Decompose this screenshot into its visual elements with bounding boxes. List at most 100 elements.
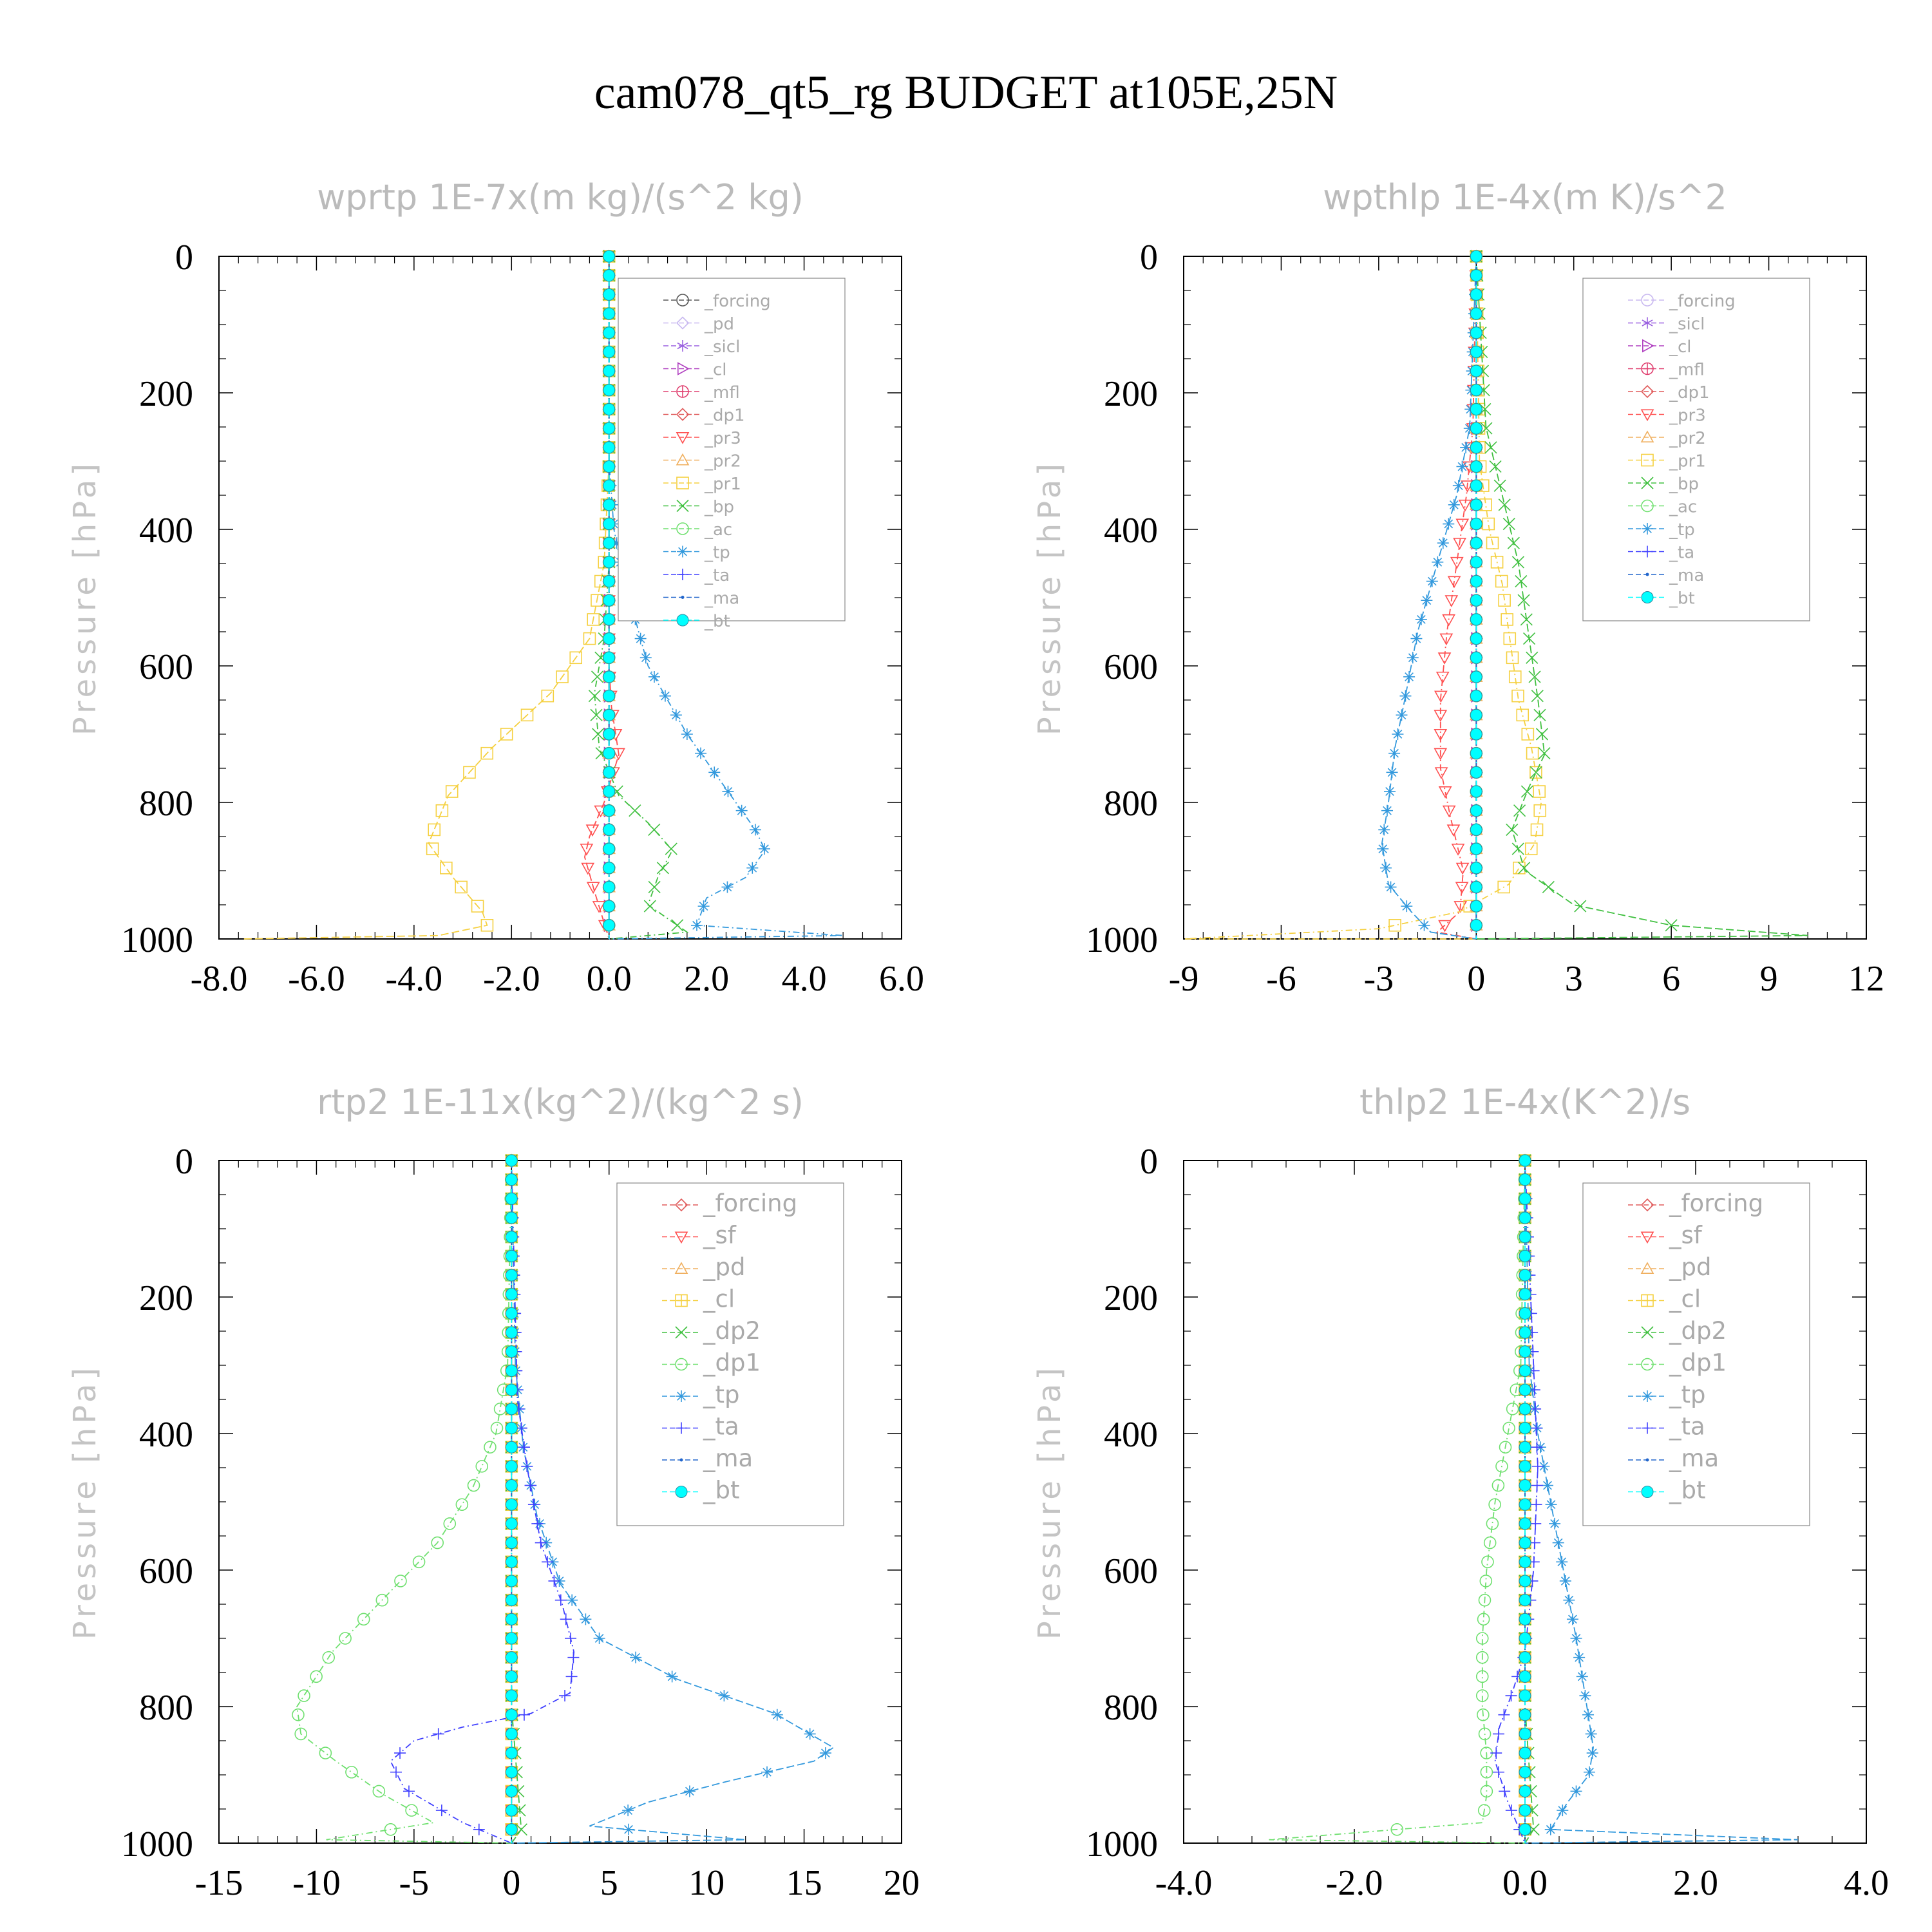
legend-marker [1640, 384, 1654, 399]
legend-label: _forcing [704, 292, 771, 311]
legend-label: _bt [1669, 1477, 1706, 1504]
data-point [428, 823, 441, 837]
legend-label: _pr2 [704, 452, 741, 471]
data-point [590, 708, 603, 721]
data-point [1570, 1633, 1582, 1644]
legend: _forcing _sicl _cl _mfl _dp1 _pr3 _pr2 _pr1 _bp _… [1582, 278, 1810, 621]
data-point [1526, 651, 1539, 664]
data-point [1437, 537, 1449, 549]
data-point [524, 1479, 536, 1492]
legend-item: _dp1 [662, 1349, 761, 1377]
data-point [505, 1345, 518, 1358]
legend-marker [1641, 453, 1654, 467]
legend-label: _mfl [1669, 361, 1705, 380]
data-point [1470, 785, 1482, 798]
data-point [603, 766, 616, 779]
data-point [612, 748, 625, 761]
data-point [505, 1364, 518, 1377]
series-bt [603, 250, 616, 939]
data-point [1470, 365, 1482, 377]
data-point [505, 1307, 518, 1320]
data-point [1488, 1498, 1501, 1511]
legend-marker [1642, 317, 1653, 329]
data-point [1552, 1537, 1564, 1549]
legend-label: _mfl [704, 383, 740, 402]
data-point [541, 689, 554, 703]
data-point [1455, 882, 1469, 895]
data-point [593, 1633, 605, 1644]
data-point [1481, 1555, 1494, 1569]
series-line [1381, 256, 1477, 940]
data-point [505, 1709, 518, 1721]
data-point [1475, 1632, 1489, 1645]
data-point [819, 1747, 831, 1759]
data-point [1506, 823, 1519, 836]
legend-marker [1641, 1358, 1654, 1371]
data-point [1484, 441, 1497, 454]
legend-label: _bt [704, 612, 730, 631]
data-point [505, 1537, 518, 1549]
data-point [1470, 498, 1482, 511]
legend-marker [677, 545, 688, 558]
data-point [1388, 747, 1401, 759]
data-point [298, 1689, 310, 1702]
legend-marker [681, 596, 685, 599]
x-tick-label: 15 [786, 1863, 822, 1903]
data-point [1511, 689, 1524, 703]
data-point [1470, 441, 1482, 454]
legend-item: _sicl [663, 337, 740, 357]
data-point [435, 804, 449, 817]
data-point [603, 518, 616, 531]
data-point [1520, 785, 1533, 798]
data-point [1533, 804, 1547, 817]
data-point [505, 1231, 518, 1244]
legend-item: _ta [1628, 1413, 1705, 1441]
data-point [1533, 708, 1546, 721]
x-tick-label: 0.0 [1502, 1863, 1548, 1903]
legend-marker [676, 1390, 687, 1402]
legend-item: _ta [663, 566, 730, 585]
data-point [1434, 710, 1448, 722]
legend-item: _sf [662, 1222, 737, 1249]
data-point [1438, 920, 1452, 933]
legend-item: _ma [663, 589, 739, 609]
y-tick-label: 400 [1104, 1415, 1158, 1455]
data-point [1492, 1479, 1505, 1492]
data-point [1492, 1728, 1504, 1740]
data-point [697, 900, 710, 913]
data-point [535, 1537, 547, 1549]
y-tick-label: 800 [1104, 784, 1158, 824]
legend-marker [1642, 1422, 1653, 1434]
data-point [505, 1479, 518, 1492]
data-point [1470, 708, 1482, 721]
data-point [1406, 652, 1419, 664]
legend-label: _tp [1669, 1381, 1706, 1408]
data-point [518, 1441, 530, 1454]
data-point [1513, 861, 1526, 875]
legend-marker [676, 316, 690, 330]
legend-item: _tp [662, 1381, 740, 1408]
data-point [467, 1479, 480, 1492]
data-point [1499, 1785, 1511, 1797]
data-point [1399, 690, 1412, 702]
data-point [718, 1690, 730, 1702]
data-point [1516, 708, 1530, 722]
data-point [1477, 1804, 1491, 1817]
data-point [1519, 1709, 1531, 1721]
data-point [1582, 1709, 1595, 1721]
data-point [603, 479, 616, 492]
data-point [1519, 1689, 1531, 1702]
y-axis-label: Pressure [hPa] [1032, 1364, 1068, 1640]
legend-marker [676, 385, 689, 398]
legend: _forcing _sf _pd _cl _dp2 _dp1 _tp _ta _ma _bt [1582, 1182, 1810, 1526]
data-point [1665, 919, 1678, 932]
data-point [623, 1823, 634, 1835]
data-point [1531, 1460, 1544, 1472]
data-point [384, 1823, 397, 1836]
data-point [1520, 613, 1533, 626]
data-point [603, 632, 616, 645]
data-point [505, 1689, 518, 1702]
data-point [505, 1441, 518, 1454]
legend-label: _bt [703, 1477, 740, 1504]
